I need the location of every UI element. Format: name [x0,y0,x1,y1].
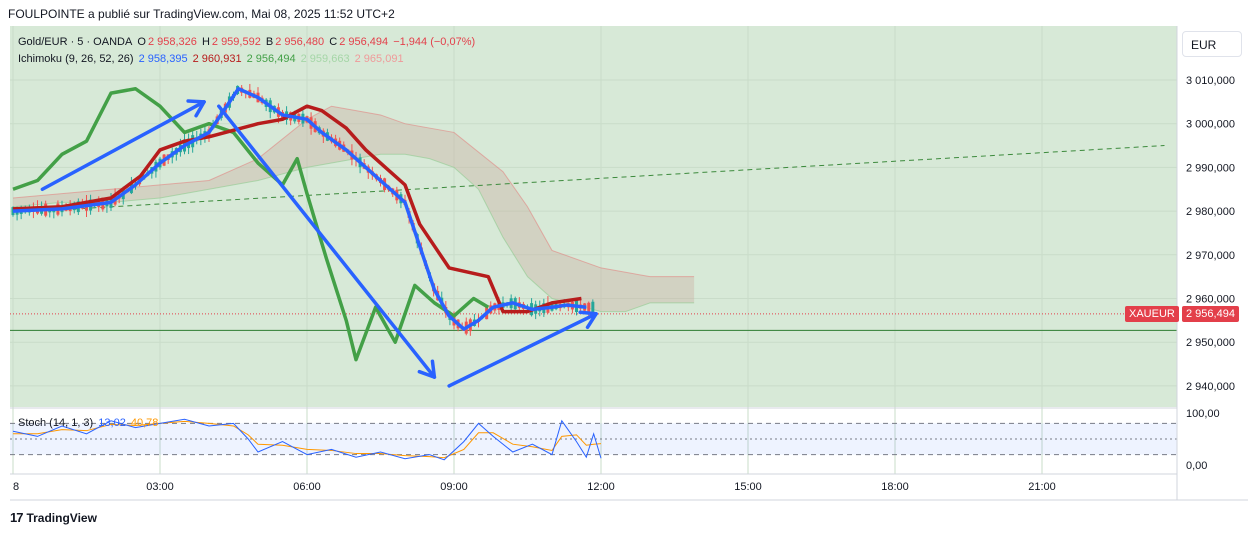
close-label: C [329,36,338,48]
open-value: 2 958,326 [147,36,197,48]
price-tick-label: 3 000,000 [1186,119,1235,131]
chikou-span [12,86,490,362]
change-value: −1,944 (−0,07%) [393,36,476,48]
kijun-sen [12,104,582,314]
tradingview-brand[interactable]: 17 TradingView [10,510,97,525]
stoch-legend: Stoch (14, 1, 3) 13,02 40,78 [18,417,160,429]
high-value: 2 959,592 [211,36,261,48]
close-value: 2 956,494 [339,36,389,48]
arrow-line [447,312,598,388]
time-axis[interactable]: 8 03:00 06:00 09:00 12:00 15:00 18:00 21:00 [13,481,1056,493]
low-value: 2 956,480 [275,36,325,48]
stoch-k-value: 13,02 [98,417,126,429]
arrow-head [578,310,598,330]
time-tick-label: 21:00 [1028,481,1056,493]
price-tick-label: 2 980,000 [1186,206,1235,218]
time-tick-label: 15:00 [734,481,762,493]
ichimoku-v5: 2 965,091 [354,53,404,65]
stoch-d-line [13,420,602,459]
cloud-span-a [12,105,695,278]
publisher-line: FOULPOINTE a publié sur TradingView.com,… [8,7,395,21]
arrow-line [40,100,206,191]
stoch-band [10,423,1177,455]
stoch-levels [10,422,1177,456]
dashed-trendline[interactable] [37,145,1165,212]
ichimoku-v1: 2 958,395 [138,53,188,65]
price-tick-label: 2 970,000 [1186,250,1235,262]
current-price-tag: 2 956,494 [1182,306,1239,322]
price-tick-label: 2 990,000 [1186,162,1235,174]
tenkan-sen [12,86,587,331]
time-tick-label: 03:00 [146,481,174,493]
drawn-arrows[interactable] [40,99,598,388]
price-tick-label: 2 950,000 [1186,337,1235,349]
arrow-head [417,359,437,379]
currency-button[interactable]: EUR [1182,31,1242,57]
stoch-axis: 100,00 0,00 [1186,408,1220,472]
time-tick-label: 12:00 [587,481,615,493]
low-label: B [265,36,274,48]
time-tick-label: 18:00 [881,481,909,493]
candle-body [591,301,595,313]
ichimoku-cloud [13,106,695,312]
stoch-k-line [12,418,602,461]
stoch-d-value: 40,78 [130,417,159,429]
time-tick-label: 8 [13,481,19,493]
ichimoku-v2: 2 960,931 [192,53,242,65]
price-tick-label: 3 010,000 [1186,75,1235,87]
candle-body [587,302,591,312]
price-tick-label: 2 960,000 [1186,294,1235,306]
price-tick-label: 2 940,000 [1186,381,1235,393]
symbol-price-tag: XAUEUR [1125,306,1179,322]
ichimoku-v4: 2 959,663 [300,53,350,65]
time-tick-label: 09:00 [440,481,468,493]
stoch-tick-label: 100,00 [1186,408,1220,420]
main-pane-bg [10,26,1177,407]
ichimoku-legend: Ichimoku (9, 26, 52, 26) 2 958,395 2 960… [18,53,406,65]
symbol-label[interactable]: Gold/EUR · 5 · OANDA [18,36,133,48]
stoch-name[interactable]: Stoch (14, 1, 3) [18,417,94,429]
tradingview-logo-icon: 17 [10,510,24,525]
high-label: H [201,36,210,48]
ichimoku-v3: 2 956,494 [246,53,296,65]
arrow-head [186,99,206,118]
brand-name: TradingView [26,510,97,525]
time-tick-label: 06:00 [293,481,321,493]
arrow-line [217,104,437,379]
stoch-tick-label: 0,00 [1186,460,1207,472]
grid-lines [10,26,1177,474]
price-axis[interactable]: 3 010,000 3 000,000 2 990,000 2 980,000 2 97… [1186,75,1235,393]
ichimoku-name[interactable]: Ichimoku (9, 26, 52, 26) [18,53,134,65]
open-label: O [137,36,146,48]
